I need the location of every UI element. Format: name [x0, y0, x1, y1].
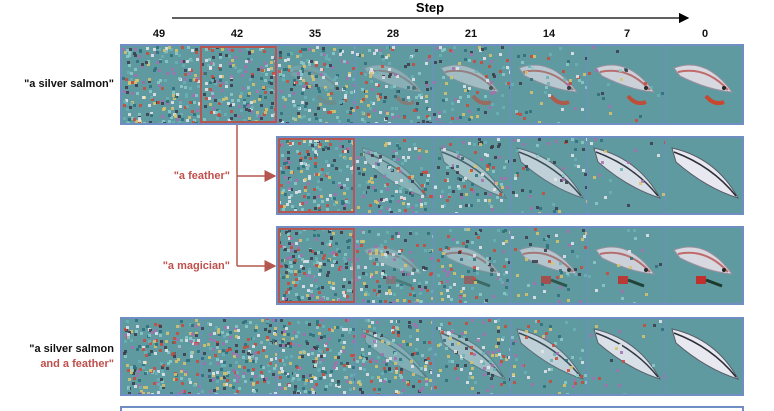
feather-tile [509, 138, 588, 213]
image-strip-feather [276, 136, 744, 215]
step-tick: 35 [308, 28, 322, 40]
row-label-salmon: "a silver salmon" [24, 78, 114, 90]
row-label-magician: "a magician" [162, 260, 230, 272]
magician-tile [432, 228, 510, 303]
feather-tile [587, 138, 665, 213]
magician-tile [587, 228, 665, 303]
salmon-tile [354, 46, 432, 123]
feather-tile [355, 138, 433, 213]
noise-tile [122, 46, 200, 123]
step-tick: 14 [542, 28, 556, 40]
salmon-tile [509, 46, 587, 123]
step-tick: 49 [152, 28, 166, 40]
noise-tile [277, 319, 355, 394]
step-tick: 21 [464, 28, 478, 40]
row-label-mixed-line1: "a silver salmon [29, 343, 114, 355]
magician-tile [664, 228, 742, 303]
step-tick: 28 [386, 28, 400, 40]
mixed-tile [354, 319, 432, 394]
noise-tile [199, 319, 277, 394]
magician-tile [509, 228, 588, 303]
image-strip-magician [276, 226, 744, 305]
image-strip-salmon [120, 44, 744, 125]
step-tick: 42 [230, 28, 244, 40]
noise-tile [277, 46, 355, 123]
feather-tile [664, 138, 742, 213]
mixed-tile [432, 319, 510, 394]
noise-tile [278, 228, 356, 303]
noise-tile-branch-point [199, 46, 277, 123]
mixed-tile [664, 319, 742, 394]
step-tick: 7 [623, 28, 631, 40]
salmon-tile [664, 46, 742, 123]
salmon-tile [432, 46, 510, 123]
image-strip-cropped [120, 406, 744, 411]
mixed-tile [509, 319, 587, 394]
image-strip-mixed [120, 317, 744, 396]
row-label-mixed-line2: and a feather" [40, 358, 114, 370]
mixed-tile [587, 319, 665, 394]
noise-tile [122, 319, 200, 394]
feather-tile [432, 138, 510, 213]
magician-tile [355, 228, 433, 303]
row-label-feather: "a feather" [173, 170, 230, 182]
salmon-tile [587, 46, 665, 123]
axis-title: Step [415, 0, 445, 15]
step-tick: 0 [701, 28, 709, 40]
noise-tile [278, 138, 356, 213]
